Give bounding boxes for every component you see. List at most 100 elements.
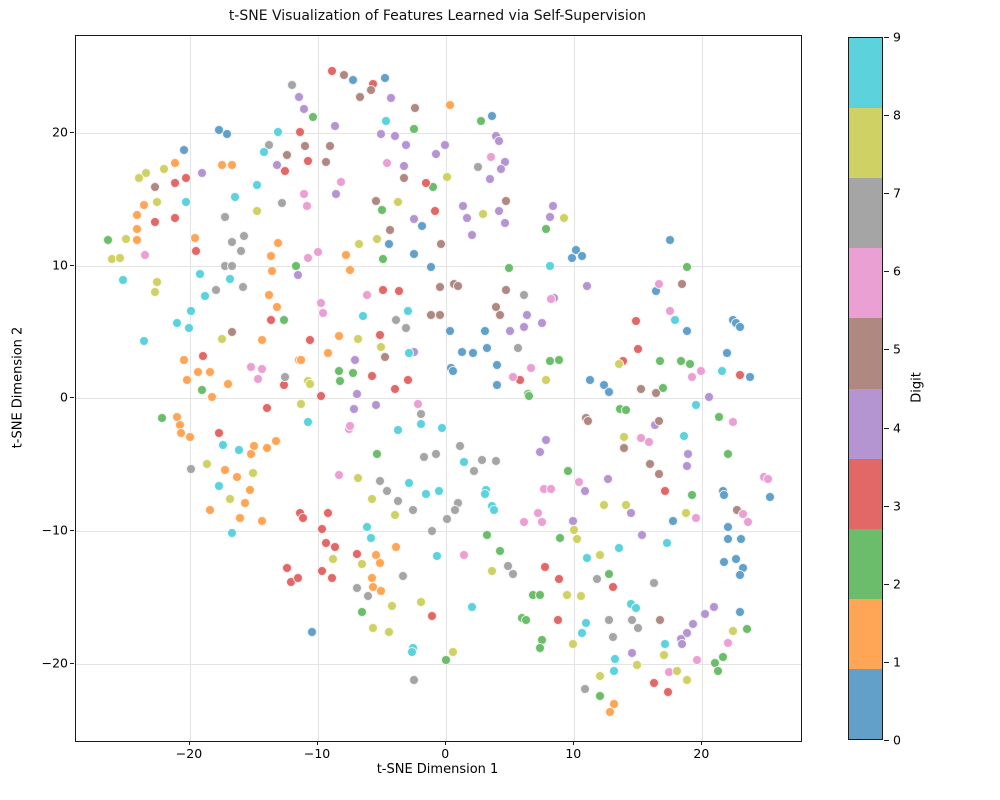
- scatter-point-digit-7: [430, 449, 441, 460]
- scatter-point-digit-7: [450, 504, 461, 515]
- scatter-point-digit-1: [234, 512, 245, 523]
- scatter-point-digit-1: [192, 366, 203, 377]
- scatter-point-digit-9: [118, 275, 129, 286]
- scatter-point-digit-4: [466, 230, 477, 241]
- scatter-point-digit-3: [389, 384, 400, 395]
- scatter-point-digit-9: [404, 478, 415, 489]
- scatter-point-digit-6: [643, 437, 654, 448]
- scatter-point-digit-5: [282, 150, 293, 161]
- scatter-point-digit-3: [279, 166, 290, 177]
- scatter-point-digit-5: [501, 284, 512, 295]
- colorbar: [848, 37, 883, 740]
- scatter-point-digit-6: [728, 417, 739, 428]
- scatter-point-digit-1: [217, 159, 228, 170]
- scatter-point-digit-2: [687, 490, 698, 501]
- scatter-point-digit-8: [368, 623, 379, 634]
- scatter-point-digit-2: [534, 643, 545, 654]
- scatter-point-digit-8: [571, 534, 582, 545]
- scatter-point-digit-2: [103, 235, 114, 246]
- scatter-point-digit-6: [318, 308, 329, 319]
- scatter-point-digit-2: [156, 413, 167, 424]
- scatter-point-digit-6: [537, 516, 548, 527]
- scatter-point-digit-0: [719, 490, 730, 501]
- scatter-point-digit-4: [293, 92, 304, 103]
- scatter-point-digit-3: [378, 284, 389, 295]
- scatter-point-digit-9: [138, 336, 149, 347]
- scatter-point-digit-9: [679, 430, 690, 441]
- scatter-point-digit-7: [238, 231, 249, 242]
- scatter-point-digit-1: [138, 199, 149, 210]
- scatter-point-digit-8: [151, 196, 162, 207]
- scatter-point-digit-7: [237, 281, 248, 292]
- y-tick-label: −20: [41, 655, 68, 671]
- scatter-point-digit-8: [442, 171, 453, 182]
- scatter-point-digit-4: [375, 129, 386, 140]
- scatter-point-digit-5: [434, 309, 445, 320]
- colorbar-tick-label: 6: [893, 263, 901, 279]
- scatter-point-digit-3: [191, 246, 202, 257]
- scatter-point-digit-8: [594, 550, 605, 561]
- scatter-point-digit-5: [320, 157, 331, 168]
- scatter-point-digit-5: [583, 416, 594, 427]
- scatter-point-digit-4: [493, 206, 504, 217]
- scatter-point-digit-8: [356, 559, 367, 570]
- scatter-point-digit-2: [520, 615, 531, 626]
- scatter-point-digit-4: [625, 507, 636, 518]
- colorbar-label: Digit: [909, 372, 925, 403]
- scatter-point-digit-4: [626, 648, 637, 659]
- scatter-point-digit-5: [619, 442, 630, 453]
- scatter-point-digit-3: [305, 335, 316, 346]
- scatter-point-digit-9: [233, 445, 244, 456]
- y-tick-mark: [70, 662, 74, 664]
- scatter-point-digit-9: [181, 196, 192, 207]
- scatter-point-digit-3: [261, 402, 272, 413]
- scatter-point-digit-9: [392, 425, 403, 436]
- scatter-point-digit-5: [300, 141, 311, 152]
- scatter-point-digit-4: [534, 446, 545, 457]
- scatter-point-digit-7: [382, 486, 393, 497]
- scatter-point-digit-1: [223, 378, 234, 389]
- scatter-point-digit-0: [306, 627, 317, 638]
- scatter-point-digit-3: [429, 206, 440, 217]
- scatter-point-digit-0: [425, 262, 436, 273]
- x-tick-label: 20: [693, 746, 710, 761]
- scatter-point-digit-7: [633, 623, 644, 634]
- scatter-point-digit-0: [479, 325, 490, 336]
- scatter-point-digit-6: [519, 516, 530, 527]
- scatter-point-digit-0: [730, 554, 741, 565]
- y-tick-mark: [70, 264, 74, 266]
- scatter-point-digit-2: [541, 223, 552, 234]
- x-tick-mark: [573, 741, 575, 745]
- scatter-point-digit-6: [692, 655, 703, 665]
- scatter-point-digit-0: [722, 534, 733, 545]
- scatter-point-digit-4: [505, 325, 516, 336]
- scatter-point-digit-4: [547, 200, 558, 211]
- colorbar-segment-digit-6: [849, 248, 882, 319]
- scatter-point-digit-7: [502, 560, 513, 571]
- scatter-point-digit-9: [183, 323, 194, 334]
- scatter-point-digit-4: [541, 434, 552, 445]
- scatter-point-digit-9: [661, 538, 672, 549]
- scatter-point-digit-6: [722, 637, 733, 648]
- scatter-point-digit-8: [620, 499, 631, 510]
- scatter-point-digit-9: [544, 260, 555, 271]
- scatter-point-digit-8: [392, 196, 403, 207]
- scatter-point-digit-9: [580, 617, 591, 628]
- scatter-point-digit-4: [602, 474, 613, 485]
- scatter-point-digit-5: [635, 384, 646, 395]
- scatter-point-digit-4: [331, 188, 342, 199]
- scatter-point-digit-9: [610, 653, 621, 664]
- scatter-point-digit-6: [382, 158, 393, 169]
- scatter-point-digit-2: [534, 589, 545, 600]
- scatter-point-digit-8: [614, 358, 625, 369]
- x-gridline: [190, 36, 191, 741]
- scatter-point-digit-9: [224, 273, 235, 284]
- y-tick-label: 20: [52, 124, 68, 140]
- scatter-point-digit-5: [398, 173, 409, 184]
- scatter-point-digit-2: [475, 115, 486, 126]
- scatter-point-digit-4: [457, 200, 468, 211]
- scatter-point-digit-1: [206, 392, 217, 403]
- scatter-point-digit-4: [637, 530, 648, 541]
- x-tick-mark: [317, 741, 319, 745]
- scatter-point-digit-3: [292, 572, 303, 583]
